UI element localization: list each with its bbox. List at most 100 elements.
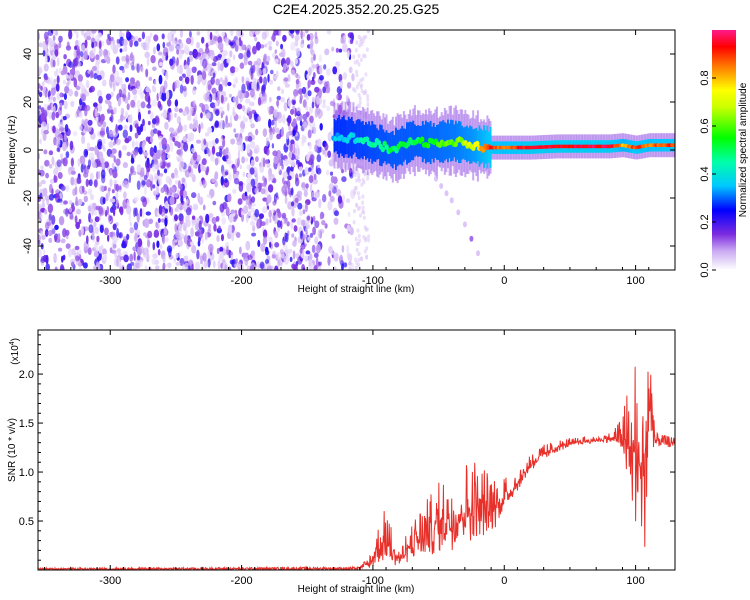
noise-speck: [239, 246, 242, 255]
noise-speck: [290, 60, 294, 67]
noise-speck: [296, 217, 302, 226]
noise-speck: [38, 248, 42, 258]
noise-speck: [297, 202, 303, 210]
noise-speck: [58, 216, 65, 226]
noise-speck: [331, 251, 337, 256]
noise-speck: [168, 136, 172, 145]
noise-speck: [172, 137, 176, 143]
noise-speck: [140, 101, 146, 109]
noise-speck: [221, 216, 226, 225]
noise-speck: [329, 171, 334, 176]
noise-speck: [104, 54, 110, 62]
noise-speck: [134, 207, 138, 217]
y-tick-label: 1.5: [19, 418, 34, 430]
noise-speck: [304, 30, 309, 34]
noise-speck: [187, 265, 191, 270]
colorbar: 0.0 0.2 0.4 0.6 0.8 Normalized spectral ampl…: [699, 30, 749, 278]
trail-point: [469, 235, 474, 242]
track-core: [376, 139, 381, 146]
noise-speck: [309, 115, 314, 124]
noise-speck: [229, 41, 234, 46]
noise-speck: [140, 259, 144, 268]
noise-speck: [249, 101, 255, 107]
noise-speck: [360, 41, 364, 47]
noise-speck: [310, 56, 314, 64]
noise-speck: [59, 263, 65, 270]
noise-speck: [175, 230, 180, 239]
noise-speck: [308, 258, 312, 267]
noise-speck: [354, 257, 357, 262]
noise-speck: [357, 173, 361, 178]
noise-speck: [176, 204, 181, 209]
noise-speck: [94, 145, 98, 156]
noise-speck: [113, 107, 117, 115]
noise-speck: [192, 86, 197, 96]
noise-speck: [102, 253, 108, 262]
noise-speck: [324, 223, 328, 229]
noise-speck: [231, 231, 235, 242]
noise-speck: [177, 239, 183, 247]
noise-speck: [287, 74, 291, 83]
noise-speck: [50, 178, 55, 184]
noise-speck: [118, 88, 122, 95]
noise-speck: [140, 245, 144, 254]
noise-speck: [346, 82, 352, 89]
noise-speck: [81, 55, 84, 62]
noise-speck: [153, 34, 159, 42]
noise-speck: [131, 88, 138, 95]
noise-speck: [99, 224, 104, 234]
noise-speck: [277, 211, 282, 219]
noise-speck: [306, 153, 310, 162]
noise-speck: [160, 187, 165, 194]
colorbar-tick-label: 0.8: [699, 70, 711, 85]
noise-speck: [87, 159, 92, 168]
noise-speck: [251, 109, 257, 115]
noise-speck: [301, 244, 305, 249]
noise-speck: [354, 236, 358, 242]
noise-speck: [89, 194, 95, 201]
noise-speck: [274, 49, 277, 54]
noise-speck: [362, 35, 366, 40]
noise-speck: [280, 43, 284, 50]
noise-speck: [287, 99, 292, 107]
noise-speck: [81, 84, 86, 95]
spectrogram-signal-track: [331, 101, 675, 184]
noise-speck: [166, 153, 171, 159]
noise-speck: [48, 150, 54, 156]
noise-speck: [105, 93, 112, 101]
noise-speck: [360, 88, 364, 94]
noise-speck: [300, 30, 303, 40]
noise-speck: [76, 48, 81, 56]
noise-speck: [183, 225, 186, 231]
noise-speck: [143, 174, 148, 181]
noise-speck: [197, 74, 203, 83]
noise-speck: [40, 107, 45, 113]
noise-speck: [140, 91, 144, 99]
noise-speck: [147, 120, 151, 126]
colorbar-tick-label: 0.6: [699, 118, 711, 133]
noise-speck: [69, 140, 74, 151]
noise-speck: [317, 138, 322, 148]
noise-speck: [201, 36, 205, 44]
noise-speck: [283, 255, 290, 265]
noise-speck: [116, 165, 120, 171]
noise-speck: [300, 114, 303, 121]
noise-speck: [265, 159, 269, 164]
noise-speck: [188, 51, 193, 56]
noise-speck: [255, 41, 261, 51]
noise-speck: [294, 107, 298, 118]
noise-speck: [307, 79, 311, 88]
noise-speck: [307, 90, 312, 97]
noise-speck: [244, 98, 251, 104]
noise-speck: [84, 150, 89, 156]
noise-speck: [236, 263, 241, 269]
track-body: [423, 124, 426, 159]
noise-speck: [222, 201, 228, 210]
noise-speck: [182, 190, 188, 199]
noise-speck: [134, 132, 139, 139]
noise-speck: [153, 79, 157, 86]
noise-speck: [62, 79, 67, 85]
noise-speck: [68, 200, 73, 205]
noise-speck: [277, 162, 281, 172]
noise-speck: [192, 121, 197, 131]
